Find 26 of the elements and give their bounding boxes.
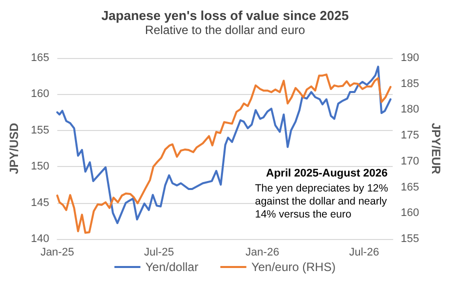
- legend-label: Yen/dollar: [145, 260, 198, 274]
- y2-tick-label: 160: [400, 207, 420, 220]
- chart-subtitle: Relative to the dollar and euro: [144, 23, 306, 37]
- annotation: The yen depreciates by 12% against the dollar and nearly 14% versus the euro: [255, 182, 391, 220]
- chart-title: Japanese yen's loss of value since 2025: [101, 8, 349, 23]
- x-tick-label: Jan-25: [40, 246, 74, 258]
- annotation: April 2025-August 2026: [266, 168, 388, 180]
- y2-tick-label: 180: [400, 104, 420, 116]
- y-axis-title: JPY/USD: [7, 122, 21, 174]
- y2-tick-label: 165: [400, 181, 420, 194]
- y2-tick-label: 170: [400, 155, 420, 168]
- y-tick-label: 145: [30, 196, 50, 209]
- y2-tick-label: 175: [400, 130, 420, 142]
- y2-tick-label: 185: [400, 78, 420, 90]
- x-tick-label: Jul-25: [144, 246, 174, 258]
- legend-label: Yen/euro (RHS): [251, 260, 336, 274]
- y-tick-label: 155: [30, 124, 50, 136]
- y-tick-label: 140: [30, 233, 50, 245]
- y-tick-label: 160: [30, 88, 50, 100]
- y2-tick-label: 190: [400, 52, 420, 64]
- x-tick-label: Jul-26: [349, 246, 380, 258]
- y2-axis-title: JPY/EUR: [429, 122, 443, 175]
- y-tick-label: 165: [30, 52, 50, 64]
- y2-tick-label: 155: [400, 233, 420, 245]
- x-tick-label: Jan-26: [246, 246, 280, 258]
- y-tick-label: 150: [30, 160, 50, 173]
